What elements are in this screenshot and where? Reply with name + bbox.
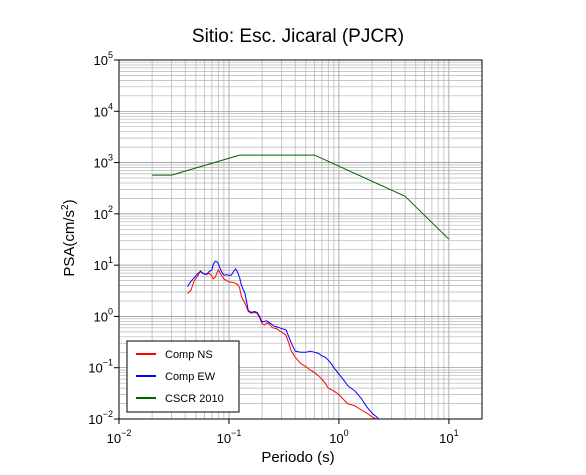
y-axis-label: PSA(cm/s2) <box>60 199 78 276</box>
legend-label-ns: Comp NS <box>165 349 213 361</box>
legend-label-ew: Comp EW <box>165 371 216 383</box>
series-line-cscr-2010 <box>152 154 450 240</box>
y-axis-label-main: PSA(cm/s <box>61 210 78 277</box>
series-line-comp-ew <box>187 260 380 420</box>
chart-title: Sitio: Esc. Jicaral (PJCR) <box>192 26 404 47</box>
y-axis-label-sup: 2 <box>60 204 71 210</box>
y-axis-label-close: ) <box>61 199 78 204</box>
x-tick-label: 100 <box>329 428 348 446</box>
legend: Comp NS Comp EW CSCR 2010 <box>126 340 240 413</box>
legend-label-cscr: CSCR 2010 <box>165 393 224 405</box>
y-tick-label: 105 <box>94 50 113 68</box>
y-tick-label: 100 <box>94 306 113 324</box>
y-tick-label: 102 <box>94 204 113 222</box>
x-axis-ticks: 10−2 10−1 100 101 <box>107 419 459 446</box>
plot-frame <box>118 59 483 420</box>
y-tick-label: 10−1 <box>88 358 113 376</box>
series-lines <box>152 154 450 420</box>
x-tick-label: 10−2 <box>107 428 132 446</box>
x-tick-label: 10−1 <box>217 428 242 446</box>
series-line-comp-ns <box>187 269 377 420</box>
y-tick-label: 104 <box>94 101 113 119</box>
x-axis-label: Periodo (s) <box>261 449 334 466</box>
y-tick-label: 103 <box>94 153 113 171</box>
y-tick-label: 10−2 <box>88 409 113 427</box>
y-axis-ticks: 10−2 10−1 100 101 102 103 104 105 <box>88 50 119 427</box>
grid <box>118 59 483 420</box>
y-tick-label: 101 <box>94 255 113 273</box>
x-tick-label: 101 <box>439 428 458 446</box>
